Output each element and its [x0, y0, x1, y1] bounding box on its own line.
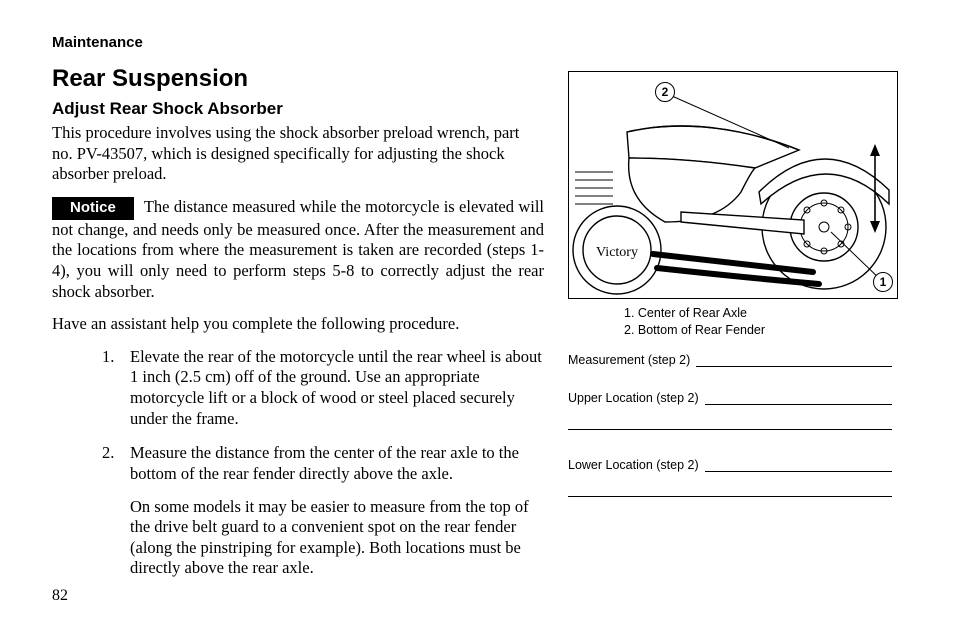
section-header: Maintenance [52, 34, 908, 51]
step-number: 1. [102, 347, 114, 368]
field-label: Upper Location (step 2) [568, 391, 705, 405]
field-lower-location: Lower Location (step 2) [568, 458, 892, 472]
step-1: 1. Elevate the rear of the motorcycle un… [108, 347, 544, 430]
left-column: Rear Suspension Adjust Rear Shock Absorb… [52, 65, 562, 593]
manual-page: Maintenance Rear Suspension Adjust Rear … [0, 0, 954, 627]
motorcycle-diagram: Victory [568, 71, 898, 299]
notice-badge: Notice [52, 197, 134, 220]
step-text: Measure the distance from the center of … [130, 443, 519, 483]
step-text: Elevate the rear of the motorcycle until… [130, 347, 542, 428]
write-in-line[interactable] [705, 458, 892, 472]
step-number: 2. [102, 443, 114, 464]
field-measurement: Measurement (step 2) [568, 353, 892, 367]
write-in-line[interactable] [696, 353, 892, 367]
callout-2: 2 [655, 82, 675, 102]
field-label: Measurement (step 2) [568, 353, 696, 367]
write-in-line[interactable] [705, 391, 892, 405]
step-subtext: On some models it may be easier to measu… [130, 497, 544, 580]
content-columns: Rear Suspension Adjust Rear Shock Absorb… [52, 65, 908, 593]
write-in-full-line[interactable] [568, 496, 892, 497]
notice-paragraph: NoticeThe distance measured while the mo… [52, 197, 544, 302]
field-upper-location: Upper Location (step 2) [568, 391, 892, 405]
legend-item-1: 1. Center of Rear Axle [624, 305, 892, 322]
write-in-full-line[interactable] [568, 429, 892, 430]
assistant-paragraph: Have an assistant help you complete the … [52, 314, 544, 335]
field-label: Lower Location (step 2) [568, 458, 705, 472]
step-2: 2. Measure the distance from the center … [108, 443, 544, 579]
figure-legend: 1. Center of Rear Axle 2. Bottom of Rear… [624, 305, 892, 339]
callout-1: 1 [873, 272, 893, 292]
svg-text:Victory: Victory [596, 245, 638, 260]
page-title: Rear Suspension [52, 65, 544, 93]
procedure-steps: 1. Elevate the rear of the motorcycle un… [108, 347, 544, 579]
page-subtitle: Adjust Rear Shock Absorber [52, 99, 544, 119]
legend-item-2: 2. Bottom of Rear Fender [624, 322, 892, 339]
page-number: 82 [52, 587, 68, 605]
right-column: Victory [562, 65, 892, 593]
intro-paragraph: This procedure involves using the shock … [52, 123, 544, 185]
diagram-svg: Victory [569, 72, 898, 299]
